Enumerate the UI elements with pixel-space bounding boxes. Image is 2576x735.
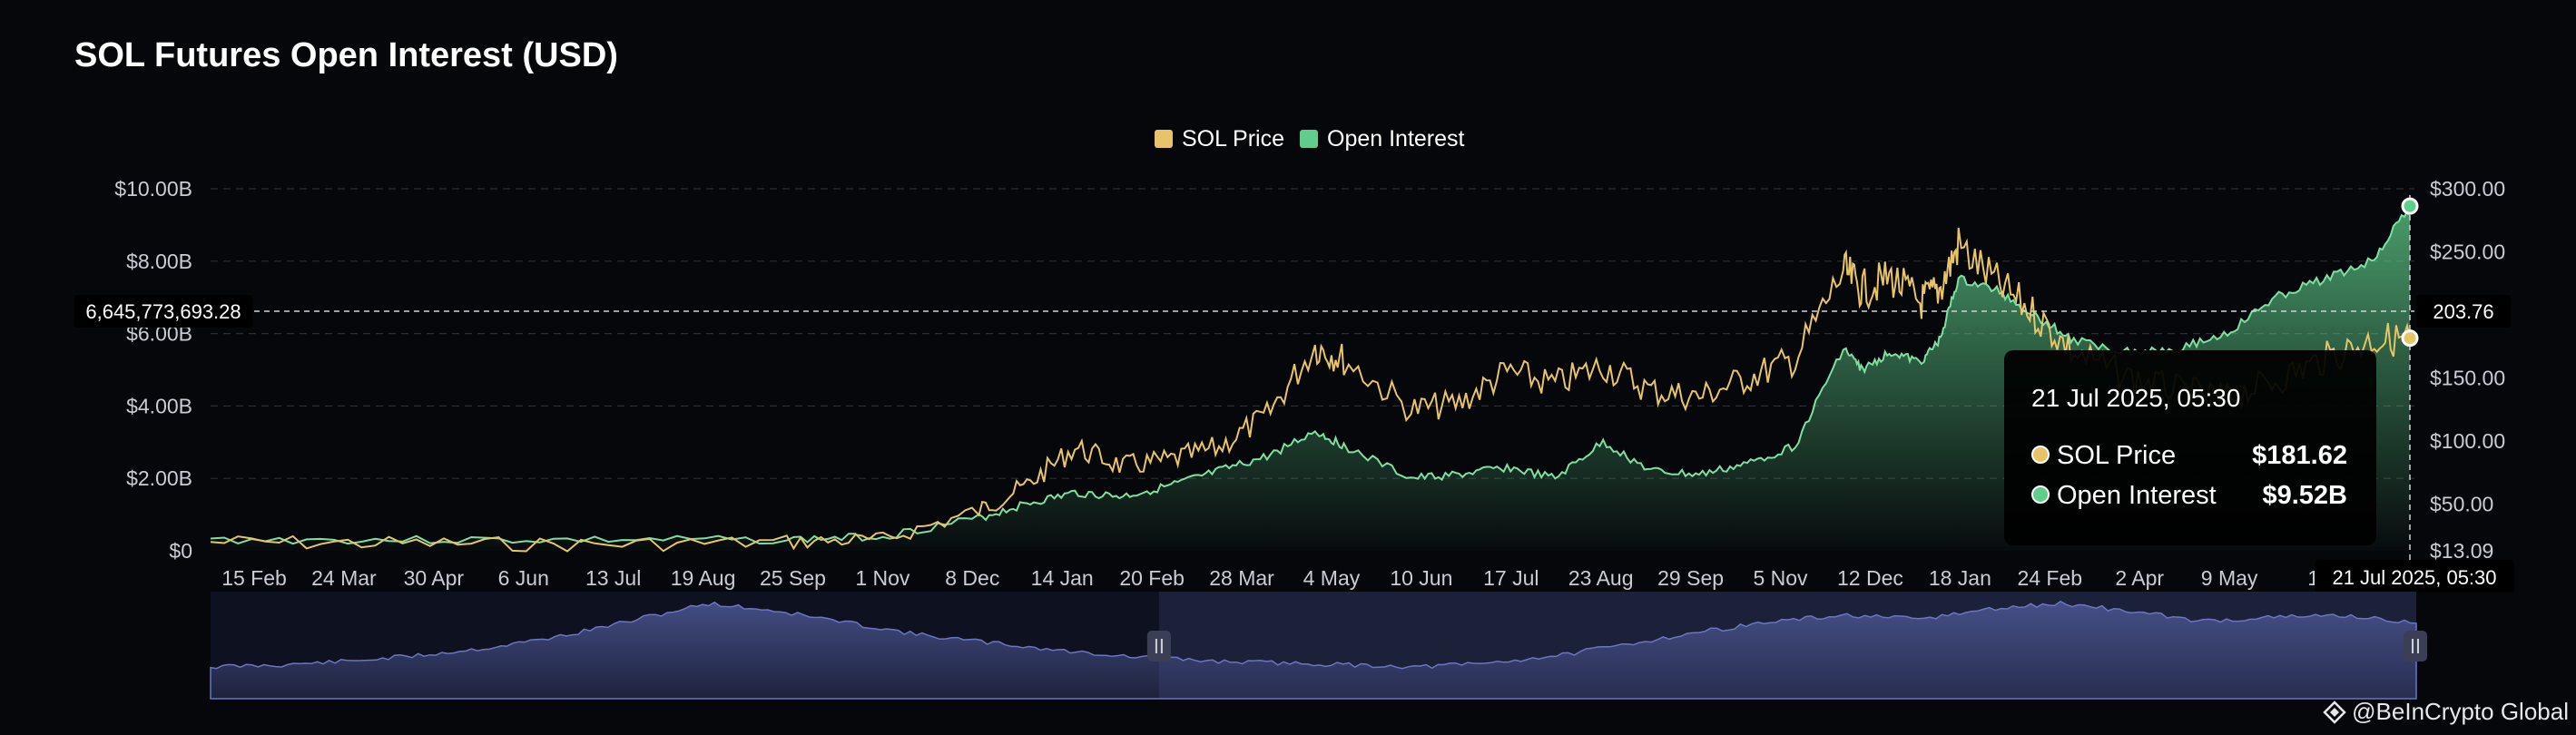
left-axis-tick-label: $2.00B [126,466,192,490]
tooltip-sol-price-value: $181.62 [2252,441,2347,470]
legend: SOL Price Open Interest [1155,126,1465,152]
right-axis-tick-label: $250.00 [2430,240,2505,264]
tooltip-sol-price-label: SOL Price [2057,441,2176,470]
x-axis-tick-label: 19 Aug [671,566,736,590]
x-axis-tick-label: 29 Sep [1657,566,1724,590]
crosshair-right-value: 203.76 [2433,300,2493,323]
navigator-left-handle[interactable] [1146,631,1171,662]
x-axis-tick-label: 1 Nov [855,566,910,590]
x-axis-tick-label: 24 Mar [311,566,377,590]
legend-swatch-sol-price [1155,130,1173,148]
x-axis-tick-label: 12 Dec [1837,566,1903,590]
chart-title: SOL Futures Open Interest (USD) [74,36,618,74]
left-axis-tick-label: $4.00B [126,394,192,417]
right-axis: $13.09$50.00$100.00$150.00$200.00$250.00… [2430,177,2505,563]
x-axis-tick-label: 28 Mar [1209,566,1274,590]
right-axis-tick-label: $13.09 [2430,539,2493,563]
x-axis: 15 Feb 24 Mar 30 Apr 6 Jun 13 Jul 19 Aug 25 Se… [221,566,2331,590]
tooltip-open-interest-label: Open Interest [2057,481,2217,510]
x-axis-tick-label: 20 Feb [1119,566,1185,590]
tooltip: 21 Jul 2025, 05:30 SOL Price $181.62 Ope… [2004,350,2376,545]
right-axis-tick-label: $150.00 [2430,367,2505,390]
tooltip-open-interest-value: $9.52B [2262,481,2347,510]
tooltip-open-interest-dot [2031,485,2050,504]
x-axis-tick-label: 30 Apr [404,566,465,590]
tooltip-box [2004,350,2376,545]
crosshair-x-label: 21 Jul 2025, 05:30 [2332,566,2496,589]
left-axis-tick-label: $0 [169,539,192,563]
crosshair-left-value: 6,645,773,693.28 [85,300,241,323]
left-axis-tick-label: $8.00B [126,250,192,273]
right-axis-tick-label: $50.00 [2430,493,2493,516]
x-axis-tick-label: 9 May [2201,566,2258,590]
right-axis-tick-label: $300.00 [2430,177,2505,201]
navigator-area [210,600,2417,700]
x-axis-tick-label: 4 May [1303,566,1361,590]
x-axis-tick-label: 13 Jul [585,566,641,590]
left-axis-tick-label: $10.00B [114,177,192,201]
right-axis-tick-label: $100.00 [2430,429,2505,453]
legend-swatch-open-interest [1300,130,1318,148]
legend-item-sol-price[interactable]: SOL Price [1155,126,1284,152]
legend-label-sol-price: SOL Price [1182,126,1284,152]
x-axis-tick-label: 8 Dec [945,566,999,590]
navigator-right-handle[interactable] [2404,631,2427,662]
x-axis-tick-label: 15 Feb [221,566,287,590]
x-axis-tick-label: 5 Nov [1753,566,1808,590]
navigator[interactable] [210,592,2427,700]
x-axis-tick-label: 25 Sep [760,566,826,590]
left-axis: $0$2.00B$4.00B$6.00B$8.00B$10.00B [114,177,192,563]
x-axis-tick-label: 18 Jan [1929,566,1991,590]
open-interest-area [211,206,2410,551]
open-interest-marker [2401,197,2419,215]
x-axis-tick-label: 2 Apr [2115,566,2164,590]
x-axis-tick-label: 24 Feb [2017,566,2082,590]
brand-footer: @BeInCrypto Global [2323,698,2569,726]
x-axis-tick-label: 17 Jul [1483,566,1539,590]
x-axis-tick-label: 14 Jan [1031,566,1094,590]
x-axis-tick-label: 23 Aug [1568,566,1634,590]
x-axis-tick-label: 6 Jun [498,566,549,590]
tooltip-sol-price-dot [2031,446,2050,464]
beincrypto-logo-icon [2323,700,2346,724]
crosshair: 6,645,773,693.28 203.76 21 Jul 2025, 05:… [74,195,2514,593]
brand-text: @BeInCrypto Global [2352,698,2569,725]
legend-label-open-interest: Open Interest [1327,126,1465,152]
tooltip-title: 21 Jul 2025, 05:30 [2031,384,2240,412]
x-axis-tick-label: 10 Jun [1390,566,1452,590]
legend-item-open-interest[interactable]: Open Interest [1300,126,1465,152]
sol-price-marker [2401,329,2419,348]
